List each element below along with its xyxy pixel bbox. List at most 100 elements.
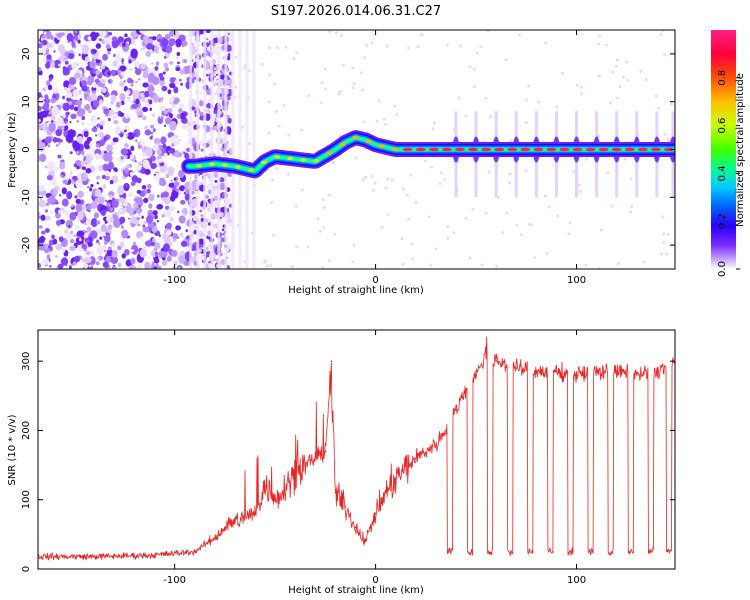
- noise-speck: [63, 57, 67, 61]
- noise-speck: [179, 78, 182, 82]
- noise-speck: [136, 177, 142, 184]
- noise-speck: [89, 61, 96, 69]
- noise-speck: [99, 204, 107, 212]
- noise-speck: [629, 177, 633, 181]
- noise-speck: [85, 203, 89, 206]
- noise-speck: [111, 243, 116, 248]
- noise-speck: [73, 179, 76, 183]
- noise-speck: [128, 264, 137, 269]
- noise-speck: [123, 80, 126, 83]
- noise-speck: [126, 37, 132, 42]
- noise-speck: [81, 150, 85, 156]
- track-peak: [365, 139, 372, 144]
- noise-speck: [153, 173, 157, 176]
- noise-speck: [405, 193, 409, 197]
- noise-speck: [68, 224, 71, 228]
- noise-speck: [140, 63, 147, 70]
- noise-speck: [292, 57, 296, 61]
- noise-speck: [151, 113, 155, 117]
- noise-speck: [175, 38, 182, 48]
- noise-speck: [117, 262, 122, 268]
- noise-speck: [137, 223, 141, 227]
- noise-speck: [80, 160, 85, 165]
- noise-speck: [182, 69, 185, 73]
- noise-speck: [142, 106, 149, 113]
- noise-speck: [147, 183, 152, 189]
- noise-speck: [91, 116, 98, 123]
- noise-speck: [324, 87, 328, 91]
- noise-speck: [177, 236, 180, 239]
- snr-point: [495, 360, 497, 362]
- noise-speck: [375, 119, 379, 123]
- noise-speck: [120, 225, 124, 230]
- noise-speck: [149, 107, 153, 111]
- noise-speck: [164, 67, 170, 72]
- noise-speck: [267, 100, 271, 104]
- noise-speck: [108, 80, 111, 83]
- noise-speck: [544, 41, 548, 45]
- noise-speck: [183, 188, 186, 191]
- noise-speck: [167, 89, 172, 95]
- noise-speck: [199, 111, 204, 117]
- noise-speck: [43, 102, 50, 110]
- noise-speck: [234, 85, 238, 89]
- noise-speck: [300, 188, 304, 192]
- track-peak: [221, 163, 228, 167]
- noise-speck: [133, 90, 140, 97]
- noise-speck: [166, 222, 172, 230]
- noise-speck: [45, 30, 52, 40]
- colorbar-tick-label: 0.8: [717, 70, 728, 86]
- noise-speck: [295, 51, 299, 55]
- noise-speck: [161, 214, 165, 218]
- noise-speck: [66, 96, 72, 102]
- noise-speck: [81, 115, 85, 121]
- noise-speck: [137, 210, 140, 213]
- noise-speck: [152, 144, 159, 152]
- y-tick-label: 100: [21, 490, 32, 509]
- noise-speck: [286, 172, 290, 176]
- noise-speck: [663, 132, 667, 136]
- noise-speck: [66, 191, 73, 200]
- noise-speck: [175, 67, 181, 72]
- noise-speck: [99, 30, 107, 38]
- noise-speck: [630, 205, 634, 209]
- noise-speck: [107, 150, 113, 156]
- smear-column: [252, 30, 256, 269]
- noise-speck: [92, 49, 97, 53]
- noise-speck: [130, 215, 137, 224]
- noise-speck: [128, 48, 131, 51]
- noise-speck: [138, 204, 141, 208]
- noise-speck: [207, 208, 211, 212]
- noise-speck: [320, 81, 324, 85]
- noise-speck: [57, 141, 61, 145]
- noise-speck: [76, 230, 85, 237]
- noise-speck: [136, 189, 142, 194]
- noise-speck: [161, 85, 168, 92]
- x-tick-label: -100: [163, 575, 186, 586]
- noise-speck: [89, 31, 98, 41]
- noise-speck: [115, 56, 122, 63]
- noise-speck: [486, 30, 490, 33]
- noise-speck: [107, 224, 113, 230]
- noise-speck: [263, 260, 267, 264]
- noise-speck: [124, 155, 128, 159]
- noise-speck: [175, 225, 181, 231]
- noise-speck: [128, 59, 132, 64]
- noise-speck: [178, 215, 186, 224]
- noise-speck: [615, 58, 619, 62]
- noise-speck: [81, 121, 84, 125]
- noise-speck: [291, 265, 295, 269]
- noise-speck: [120, 148, 128, 156]
- noise-speck: [151, 62, 154, 65]
- noise-speck: [370, 175, 374, 179]
- noise-speck: [105, 43, 111, 50]
- noise-speck: [578, 189, 582, 193]
- noise-speck: [197, 238, 205, 245]
- colorbar-tick-label: 0.2: [717, 213, 728, 229]
- noise-speck: [140, 48, 144, 51]
- noise-speck: [141, 185, 147, 190]
- noise-speck: [120, 71, 126, 76]
- track-peak: [533, 147, 544, 152]
- track-peak: [520, 147, 531, 152]
- noise-speck: [70, 204, 74, 208]
